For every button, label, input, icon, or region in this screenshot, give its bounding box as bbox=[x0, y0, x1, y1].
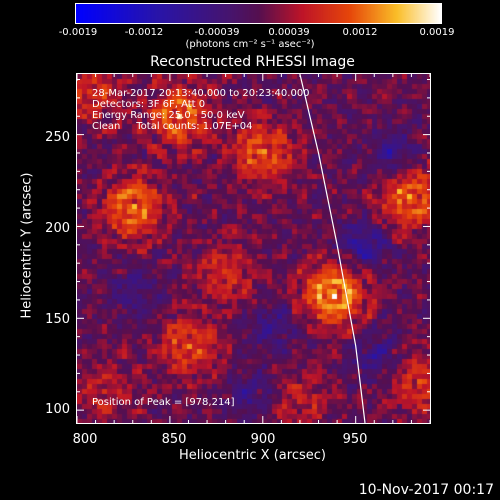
colorbar-tick: -0.0012 bbox=[124, 27, 164, 38]
colorbar bbox=[75, 3, 442, 24]
x-tick-label: 900 bbox=[250, 432, 276, 447]
colorbar-tick: 0.0019 bbox=[419, 27, 455, 38]
x-tick-label: 800 bbox=[72, 432, 98, 447]
colorbar-tick: 0.00039 bbox=[268, 27, 310, 38]
colorbar-tick: -0.00039 bbox=[194, 27, 240, 38]
y-tick-label: 150 bbox=[45, 312, 70, 327]
peak-position-label: Position of Peak = [978,214] bbox=[92, 397, 235, 408]
axes-ticks bbox=[77, 74, 430, 423]
colorbar-units: (photons cm⁻² s⁻¹ asec⁻²) bbox=[185, 39, 315, 50]
colorbar-tick: 0.0012 bbox=[342, 27, 378, 38]
time-range-label: 28-Mar-2017 20:13:40.000 to 20:23:40.000 bbox=[92, 88, 310, 99]
y-tick-label: 250 bbox=[45, 130, 70, 145]
x-tick-label: 850 bbox=[161, 432, 187, 447]
y-tick-label: 100 bbox=[45, 402, 70, 417]
y-tick-label: 200 bbox=[45, 221, 70, 236]
x-tick-label: 950 bbox=[342, 432, 368, 447]
clean-total-counts-label: Clean Total counts: 1.07E+04 bbox=[92, 121, 253, 132]
generation-timestamp: 10-Nov-2017 00:17 bbox=[358, 482, 494, 498]
rhessi-image-heatmap bbox=[76, 73, 431, 424]
detectors-label: Detectors: 3F 6F, Att 0 bbox=[92, 99, 206, 110]
solar-limb-overlay bbox=[299, 74, 366, 423]
x-axis-label: Heliocentric X (arcsec) bbox=[179, 448, 326, 463]
y-axis-label: Heliocentric Y (arcsec) bbox=[19, 172, 35, 319]
chart-title: Reconstructed RHESSI Image bbox=[150, 54, 355, 70]
energy-range-label: Energy Range: 25.0 - 50.0 keV bbox=[92, 110, 245, 121]
solar-limb-curve bbox=[299, 74, 366, 423]
colorbar-tick: -0.0019 bbox=[58, 27, 98, 38]
